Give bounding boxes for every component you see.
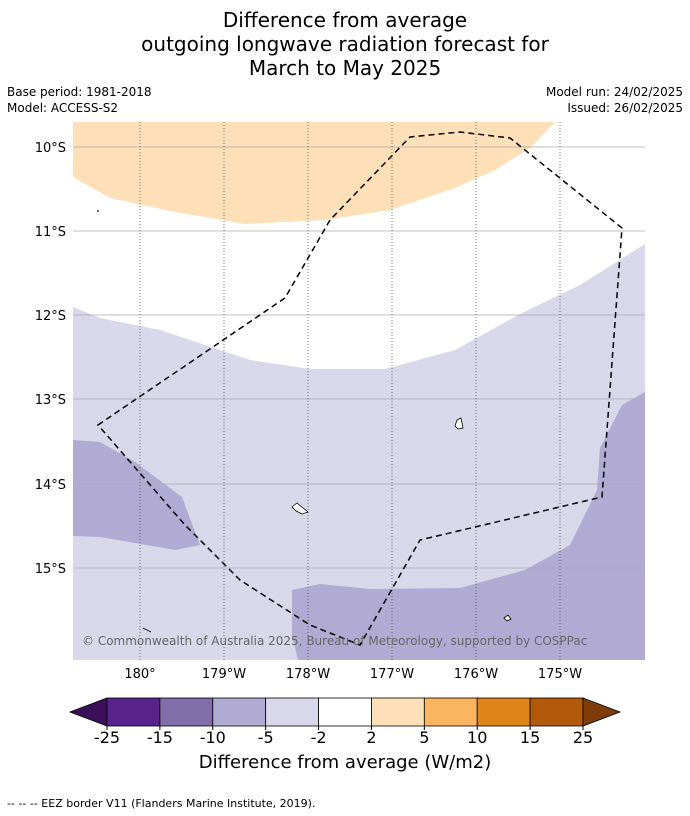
eez-legend-note: -- -- -- EEZ border V11 (Flanders Marine… <box>7 797 316 810</box>
lon-label: 176°W <box>454 667 498 682</box>
lat-label: 11°S <box>35 225 66 240</box>
title-line-3: March to May 2025 <box>248 56 442 80</box>
meta-left: Base period: 1981-2018 Model: ACCESS-S2 <box>7 84 152 116</box>
colorbar-arrow-low <box>68 697 108 727</box>
colorbar-segment <box>265 697 319 727</box>
colorbar-segments <box>68 697 622 727</box>
colorbar-segment <box>476 697 531 727</box>
colorbar-tick-label: -15 <box>147 728 173 747</box>
map-plot-area: © Commonwealth of Australia 2025, Bureau… <box>73 122 645 660</box>
title-line-1: Difference from average <box>222 8 468 32</box>
lon-label: 175°W <box>538 667 582 682</box>
eez-border <box>96 131 623 646</box>
colorbar-segment <box>423 697 478 727</box>
colorbar-tick-label: 15 <box>520 728 540 747</box>
island-southwest <box>142 627 152 633</box>
gridlines <box>73 146 645 569</box>
model-run: Model run: 24/02/2025 <box>545 85 683 99</box>
colorbar-tick-label: 25 <box>573 728 593 747</box>
island-east <box>454 417 464 430</box>
colorbar-segment <box>106 697 161 727</box>
issued-date: Issued: 26/02/2025 <box>567 101 683 115</box>
colorbar-title: Difference from average (W/m2) <box>198 752 492 773</box>
lat-label: 10°S <box>35 141 66 156</box>
anomaly-region-south <box>292 392 645 660</box>
colorbar-segment <box>529 697 584 727</box>
colorbar: -25 -15 -10 -5 -2 2 5 10 15 25 <box>68 697 622 747</box>
title-line-2: outgoing longwave radiation forecast for <box>141 32 549 56</box>
colorbar-tick-label: -2 <box>311 728 327 747</box>
base-period: Base period: 1981-2018 <box>7 85 152 99</box>
colorbar-ticks: -25 -15 -10 -5 -2 2 5 10 15 25 <box>94 726 593 747</box>
lat-label: 12°S <box>35 309 66 324</box>
colorbar-tick-label: -5 <box>258 728 274 747</box>
lat-label: 14°S <box>35 478 66 493</box>
anomaly-region-west <box>73 440 200 550</box>
model-name: Model: ACCESS-S2 <box>7 101 119 115</box>
colorbar-segment <box>159 697 214 727</box>
colorbar-segment <box>212 697 267 727</box>
meta-right: Model run: 24/02/2025 Issued: 26/02/2025 <box>546 84 683 116</box>
lat-label: 15°S <box>35 562 66 577</box>
colorbar-arrow-high <box>582 697 622 727</box>
lat-label: 13°S <box>35 393 66 408</box>
colorbar-segment <box>371 697 425 727</box>
lon-label: 180° <box>124 667 155 682</box>
lon-label: 178°W <box>286 667 330 682</box>
island-northwest <box>97 210 99 212</box>
lon-labels: 180° 179°W 178°W 177°W 176°W 175°W <box>124 667 582 682</box>
lon-label: 177°W <box>370 667 414 682</box>
island-south <box>503 614 512 622</box>
colorbar-tick-label: -10 <box>200 728 226 747</box>
colorbar-tick-label: 2 <box>366 728 376 747</box>
lon-label: 179°W <box>202 667 246 682</box>
colorbar-segment <box>318 697 372 727</box>
lat-labels: 10°S 11°S 12°S 13°S 14°S 15°S <box>35 141 66 577</box>
island-central <box>291 502 309 515</box>
colorbar-tick-label: 10 <box>467 728 487 747</box>
colorbar-tick-label: 5 <box>419 728 429 747</box>
chart-title: Difference from average outgoing longwav… <box>0 8 690 80</box>
anomaly-region-north <box>73 122 555 224</box>
copyright-text: © Commonwealth of Australia 2025, Bureau… <box>82 634 587 648</box>
colorbar-tick-label: -25 <box>94 728 120 747</box>
